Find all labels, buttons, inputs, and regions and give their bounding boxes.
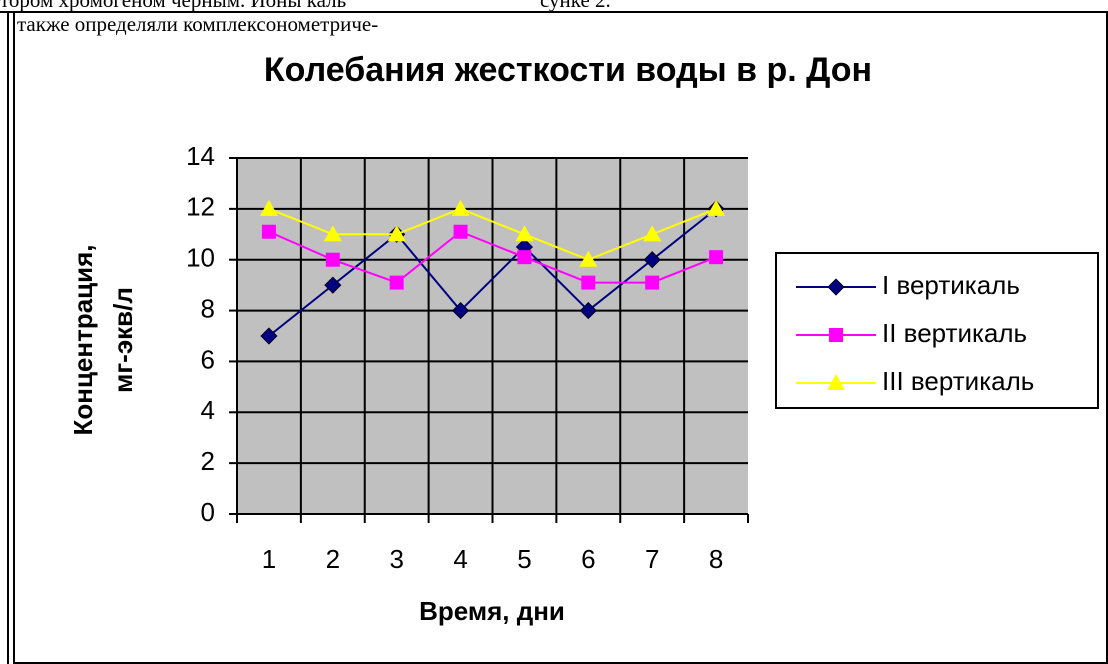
marker [829,328,843,342]
marker [827,374,845,390]
marker [260,327,278,345]
x-tick-label: 7 [645,544,659,574]
y-tick-label: 2 [201,446,215,476]
x-tick-label: 5 [517,544,531,574]
legend-label: I вертикаль [882,270,1020,300]
marker [827,278,845,296]
x-tick-label: 8 [709,544,723,574]
marker [709,250,724,265]
x-tick-label: 6 [581,544,595,574]
chart-title: Колебания жесткости воды в р. Дон [264,51,872,89]
y-tick-label: 4 [201,395,215,425]
marker [707,199,726,216]
doc-text: сунке 2. [540,0,611,12]
legend-label: III вертикаль [882,366,1034,396]
marker [324,276,342,294]
y-tick-label: 10 [186,243,215,273]
marker [389,275,404,290]
series-line [268,208,717,337]
series-line [268,207,717,261]
series-line [268,230,717,284]
marker [517,250,532,265]
marker [451,302,470,320]
marker [323,225,342,242]
marker [453,224,468,239]
marker [579,250,598,267]
marker [451,199,470,216]
marker [515,225,534,242]
marker [261,224,276,239]
y-tick-label: 0 [201,497,215,527]
x-tick-label: 1 [262,544,276,574]
y-tick-label: 8 [201,293,215,323]
x-tick-label: 2 [326,544,340,574]
marker [645,275,660,290]
marker [259,199,278,216]
marker [387,225,406,242]
marker [579,302,597,320]
y-axis-label: Концентрация, [68,244,98,435]
doc-text: также определяли комплексонометриче- [17,12,378,36]
x-tick-label: 4 [453,544,467,574]
y-axis-label: мг-экв/л [108,287,138,393]
marker [643,225,662,242]
doc-text: тором хромогеном черным. Ионы каль [0,0,346,12]
marker [581,275,596,290]
marker [325,252,340,267]
marker [643,251,661,269]
x-axis-label: Время, дни [419,596,565,626]
legend-label: II вертикаль [882,318,1027,348]
y-tick-label: 6 [201,344,215,374]
x-tick-label: 3 [389,544,403,574]
y-tick-label: 14 [186,141,215,171]
y-tick-label: 12 [186,192,215,222]
